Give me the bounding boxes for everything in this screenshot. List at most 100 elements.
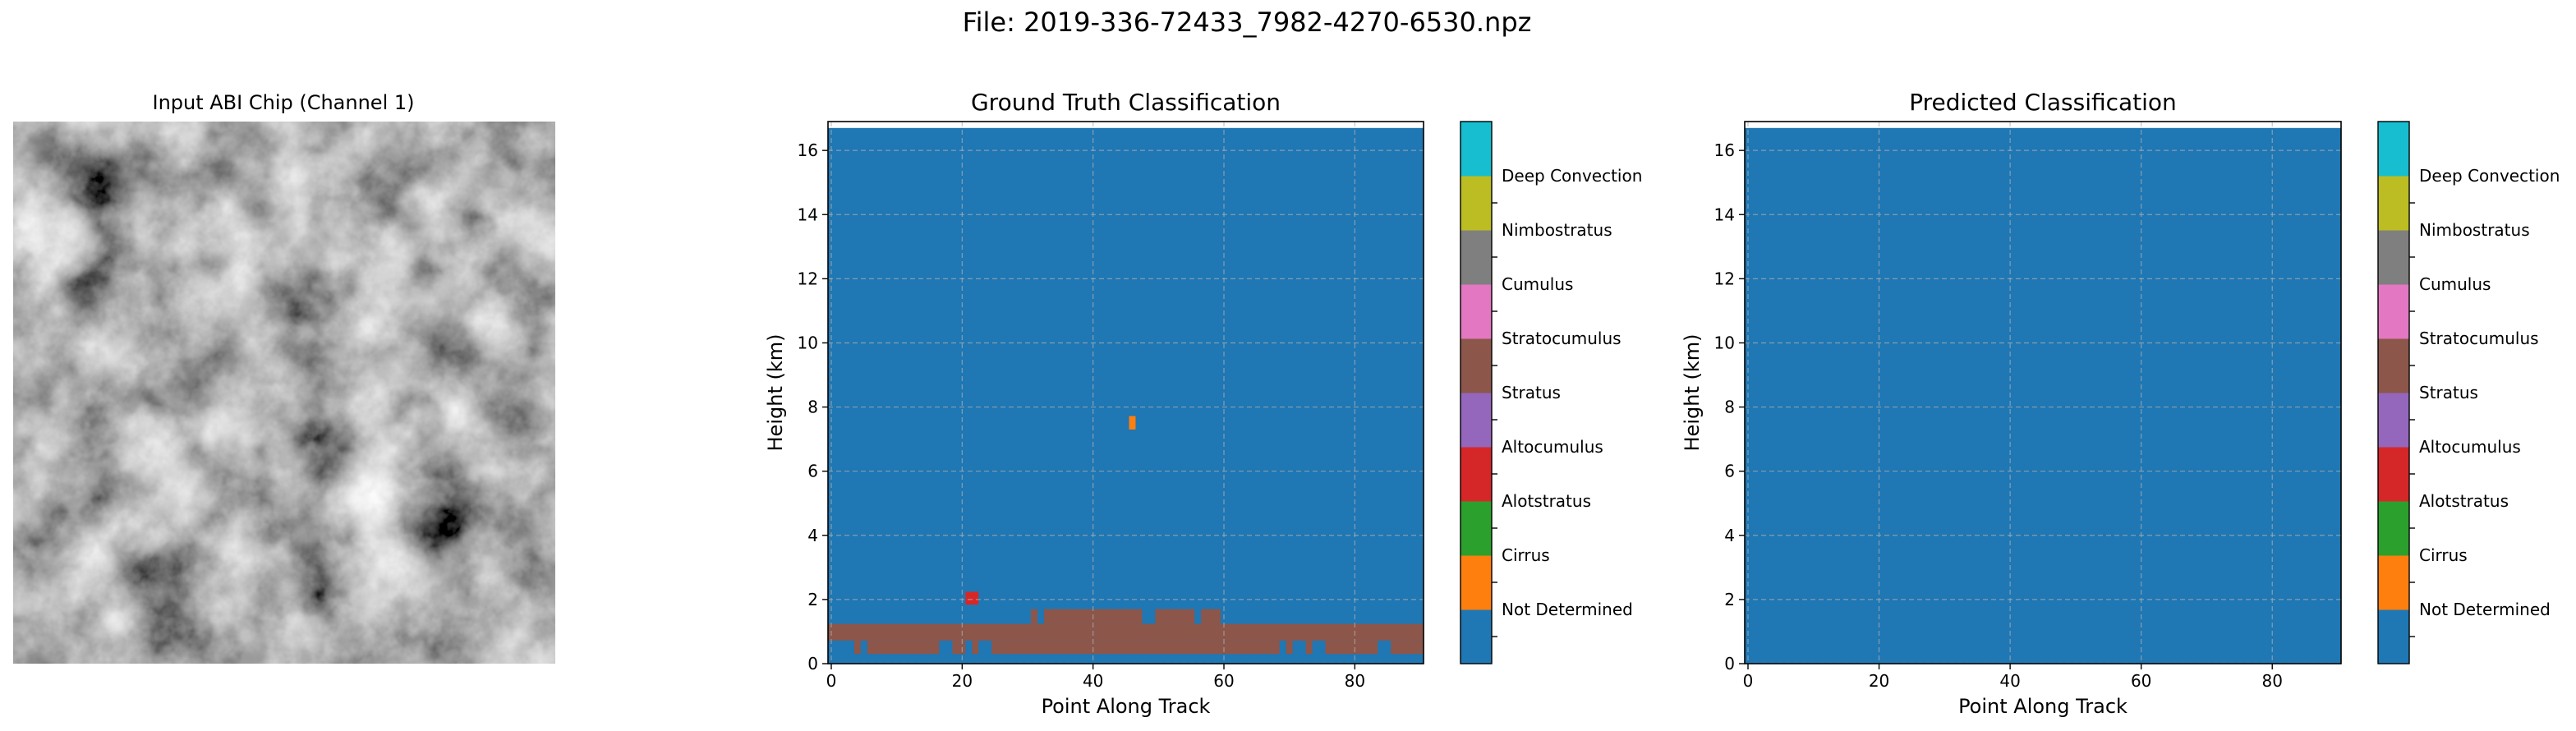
plot-frame bbox=[1744, 121, 2342, 664]
class-region-stratocumulus bbox=[1204, 609, 1221, 624]
x-tick-label: 0 bbox=[826, 671, 837, 691]
y-tick-label: 14 bbox=[798, 205, 818, 224]
y-axis-label: Height (km) bbox=[764, 334, 787, 452]
colorbar-label: Cumulus bbox=[2419, 274, 2491, 294]
colorbar-label: Stratocumulus bbox=[1502, 329, 1622, 348]
x-tick-label: 40 bbox=[1999, 671, 2020, 691]
y-tick-label: 10 bbox=[1714, 333, 1735, 352]
colorbar-swatch bbox=[2378, 393, 2409, 448]
background-class-area bbox=[1745, 127, 2341, 664]
x-axis-label: Point Along Track bbox=[1042, 695, 1211, 718]
y-tick-label: 4 bbox=[807, 526, 818, 545]
y-tick-label: 6 bbox=[807, 462, 818, 481]
colorbar-swatch bbox=[1460, 609, 1492, 664]
colorbar-swatch bbox=[2378, 555, 2409, 610]
y-tick-label: 16 bbox=[1714, 140, 1735, 160]
class-region-stratocumulus bbox=[952, 640, 966, 655]
colorbar-swatch bbox=[1460, 338, 1492, 393]
colorbar-swatch bbox=[1460, 501, 1492, 556]
ground-truth-colorbar: Not Determined Cirrus Alotstratus Altocumul… bbox=[1460, 121, 1642, 664]
colorbar-label: Stratus bbox=[2419, 383, 2478, 402]
colorbar-label: Not Determined bbox=[1502, 600, 1633, 619]
y-tick-label: 8 bbox=[1724, 398, 1735, 417]
colorbar-label: Not Determined bbox=[2419, 600, 2551, 619]
class-region-stratocumulus bbox=[1286, 640, 1293, 655]
y-tick-label: 4 bbox=[1724, 526, 1735, 545]
colorbar-swatch bbox=[1460, 230, 1492, 285]
y-tick-label: 0 bbox=[807, 654, 818, 674]
y-tick-label: 12 bbox=[1714, 269, 1735, 288]
colorbar-swatch bbox=[1460, 447, 1492, 502]
x-tick-label: 60 bbox=[2131, 671, 2151, 691]
y-tick-label: 16 bbox=[798, 140, 818, 160]
y-tick-label: 6 bbox=[1724, 462, 1735, 481]
class-region-stratocumulus bbox=[1391, 640, 1424, 655]
colorbar-swatch bbox=[2378, 122, 2409, 177]
colorbar-swatch bbox=[2378, 609, 2409, 664]
y-tick-label: 0 bbox=[1724, 654, 1735, 674]
colorbar-swatch bbox=[2378, 230, 2409, 285]
colorbar-swatch bbox=[1460, 284, 1492, 339]
x-tick-label: 40 bbox=[1083, 671, 1103, 691]
colorbar-label: Deep Convection bbox=[1502, 166, 1642, 186]
ground-truth-panel: 0 20 40 60 80 0 2 4 6 8 10 12 14 16 Ground Truth Class… bbox=[764, 89, 1424, 718]
background-class-area bbox=[828, 127, 1424, 664]
input-image-title: Input ABI Chip (Channel 1) bbox=[152, 91, 414, 114]
class-region-stratocumulus bbox=[1030, 609, 1037, 624]
colorbar-label: Altocumulus bbox=[1502, 437, 1603, 457]
predicted-panel: 0 20 40 60 80 0 2 4 6 8 10 12 14 16 Predicted Classifi… bbox=[1681, 89, 2342, 718]
colorbar-label: Deep Convection bbox=[2419, 166, 2560, 186]
x-tick-label: 60 bbox=[1213, 671, 1234, 691]
colorbar-label: Stratus bbox=[1502, 383, 1561, 402]
x-tick-label: 80 bbox=[1345, 671, 1365, 691]
colorbar-swatch bbox=[2378, 284, 2409, 339]
class-region-stratocumulus bbox=[828, 623, 1424, 641]
x-tick-label: 20 bbox=[952, 671, 973, 691]
input-image bbox=[13, 122, 555, 664]
class-region-stratocumulus bbox=[1305, 640, 1313, 655]
colorbar-swatch bbox=[2378, 447, 2409, 502]
plot-frame bbox=[827, 121, 1424, 664]
class-region-stratocumulus bbox=[972, 640, 979, 655]
x-tick-label: 20 bbox=[1869, 671, 1889, 691]
colorbar-swatch bbox=[2378, 501, 2409, 556]
colorbar-swatch bbox=[1460, 555, 1492, 610]
y-tick-label: 14 bbox=[1714, 205, 1735, 224]
class-region-cirrus bbox=[1129, 416, 1136, 430]
panel-title: Ground Truth Classification bbox=[971, 89, 1281, 116]
colorbar-swatch bbox=[1460, 122, 1492, 177]
class-region-stratocumulus bbox=[853, 640, 861, 655]
panel-title: Predicted Classification bbox=[1909, 89, 2177, 116]
colorbar-label: Stratocumulus bbox=[2419, 329, 2539, 348]
class-region-stratocumulus bbox=[1155, 609, 1195, 624]
y-tick-label: 10 bbox=[798, 333, 818, 352]
colorbar-label: Altocumulus bbox=[2419, 437, 2521, 457]
colorbar-swatch bbox=[1460, 176, 1492, 231]
x-tick-label: 0 bbox=[1743, 671, 1754, 691]
colorbar-swatch bbox=[2378, 338, 2409, 393]
x-axis-label: Point Along Track bbox=[1958, 695, 2128, 718]
colorbar-swatch bbox=[1460, 393, 1492, 448]
y-tick-label: 2 bbox=[1724, 590, 1735, 609]
colorbar-label: Cumulus bbox=[1502, 274, 1573, 294]
colorbar-label: Nimbostratus bbox=[1502, 220, 1612, 240]
colorbar-label: Cirrus bbox=[1502, 545, 1550, 565]
class-region-stratocumulus bbox=[1325, 640, 1378, 655]
class-region-stratocumulus bbox=[991, 640, 1280, 655]
y-tick-label: 8 bbox=[807, 398, 818, 417]
input-image-panel: Input ABI Chip (Channel 1) bbox=[13, 91, 555, 664]
y-tick-label: 12 bbox=[798, 269, 818, 288]
colorbar-label: Alotstratus bbox=[1502, 491, 1591, 511]
x-tick-label: 80 bbox=[2262, 671, 2283, 691]
colorbar-frame bbox=[2377, 121, 2410, 664]
y-axis-label: Height (km) bbox=[1681, 334, 1704, 452]
figure-title: File: 2019-336-72433_7982-4270-6530.npz bbox=[963, 7, 1532, 38]
colorbar-label: Alotstratus bbox=[2419, 491, 2509, 511]
class-region-stratocumulus bbox=[867, 640, 940, 655]
predicted-colorbar: Not Determined Cirrus Alotstratus Altocumul… bbox=[2377, 121, 2560, 664]
colorbar-label: Cirrus bbox=[2419, 545, 2468, 565]
y-tick-label: 2 bbox=[807, 590, 818, 609]
colorbar-frame bbox=[1460, 121, 1493, 664]
class-region-altocumulus bbox=[965, 591, 979, 605]
